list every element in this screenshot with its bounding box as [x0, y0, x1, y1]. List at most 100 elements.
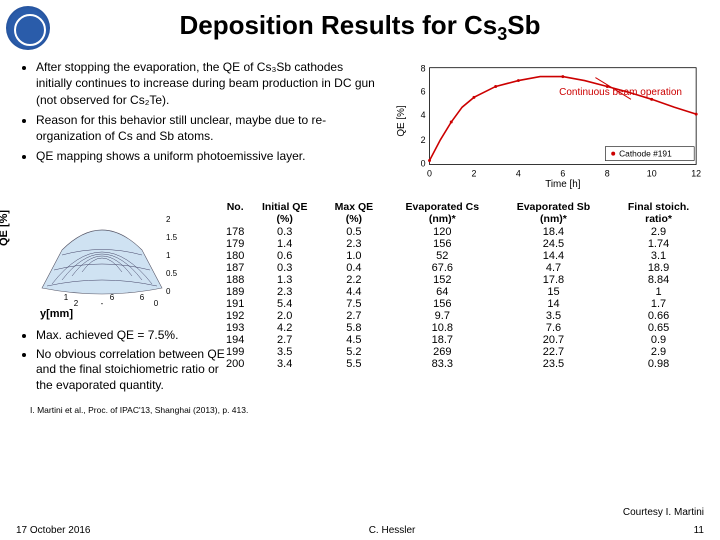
footer: 17 October 2016 C. Hessler 11: [0, 525, 720, 536]
table-cell: 156: [387, 238, 498, 250]
chart-annotation: Continuous beam operation: [559, 87, 682, 98]
table-cell: 3.5: [498, 310, 609, 322]
svg-text:2: 2: [421, 135, 426, 145]
table-cell: 3.5: [248, 346, 321, 358]
svg-text:4: 4: [516, 169, 521, 179]
svg-text:8: 8: [421, 64, 426, 74]
svg-text:0: 0: [154, 299, 159, 308]
svg-text:12: 12: [691, 169, 701, 179]
table-row: 1791.42.315624.51.74: [222, 238, 708, 250]
table-cell: 1.3: [248, 274, 321, 286]
table-cell: 52: [387, 250, 498, 262]
svg-text:2: 2: [166, 215, 171, 224]
svg-text:0: 0: [427, 169, 432, 179]
reference-text: I. Martini et al., Proc. of IPAC'13, Sha…: [30, 405, 720, 415]
table-cell: 64: [387, 286, 498, 298]
bullet-item: QE mapping shows a uniform photoemissive…: [36, 148, 382, 164]
table-row: 1892.34.464151: [222, 286, 708, 298]
title-sub: 3: [497, 24, 507, 44]
table-row: 1881.32.215217.88.84: [222, 274, 708, 286]
lower-bullets: Max. achieved QE = 7.5%. No obvious corr…: [12, 328, 232, 393]
svg-text:Cathode #191: Cathode #191: [619, 149, 672, 159]
table-cell: 2.0: [248, 310, 321, 322]
courtesy-text: Courtesy I. Martini: [623, 507, 704, 518]
table-cell: 0.98: [609, 358, 708, 370]
th: Final stoich. ratio*: [609, 200, 708, 226]
table-cell: 4.7: [498, 262, 609, 274]
table-cell: 2.3: [248, 286, 321, 298]
table-cell: 18.9: [609, 262, 708, 274]
title-suffix: Sb: [507, 10, 540, 40]
table-cell: 0.4: [321, 262, 387, 274]
table-cell: 189: [222, 286, 248, 298]
bullet-item: Max. achieved QE = 7.5%.: [36, 328, 232, 344]
footer-date: 17 October 2016: [16, 525, 91, 536]
table-cell: 1.0: [321, 250, 387, 262]
qe-surface-plot: QE [%] 2 1.5: [12, 200, 192, 310]
table-cell: 0.9: [609, 334, 708, 346]
table-cell: 180: [222, 250, 248, 262]
table-row: 1915.47.5156141.7: [222, 298, 708, 310]
surface-ylabel: QE [%]: [0, 210, 10, 246]
svg-text:Time [h]: Time [h]: [545, 179, 581, 189]
svg-text:2: 2: [74, 299, 79, 308]
table-cell: 178: [222, 226, 248, 238]
qe-data-table: No. Initial QE (%) Max QE (%) Evaporated…: [222, 200, 708, 396]
table-cell: 120: [387, 226, 498, 238]
table-cell: 3.1: [609, 250, 708, 262]
qe-time-chart: 024 681012 024 68 QE [%] Time [h]: [392, 59, 708, 194]
table-cell: 15: [498, 286, 609, 298]
svg-text:2: 2: [471, 169, 476, 179]
footer-page: 11: [694, 525, 704, 536]
table-cell: 0.6: [248, 250, 321, 262]
table-row: 1922.02.79.73.50.66: [222, 310, 708, 322]
table-cell: 24.5: [498, 238, 609, 250]
table-cell: 0.3: [248, 262, 321, 274]
table-cell: 17.8: [498, 274, 609, 286]
svg-text:0: 0: [166, 287, 171, 296]
table-cell: 1.7: [609, 298, 708, 310]
table-row: 1800.61.05214.43.1: [222, 250, 708, 262]
table-cell: 20.7: [498, 334, 609, 346]
table-cell: 9.7: [387, 310, 498, 322]
table-cell: 5.4: [248, 298, 321, 310]
table-cell: 0.66: [609, 310, 708, 322]
table-row: 1993.55.226922.72.9: [222, 346, 708, 358]
svg-text:1: 1: [166, 251, 171, 260]
th: Evaporated Sb (nm)*: [498, 200, 609, 226]
table-cell: 191: [222, 298, 248, 310]
svg-text:4: 4: [421, 110, 426, 120]
table-cell: 192: [222, 310, 248, 322]
table-cell: 269: [387, 346, 498, 358]
annotation-text: Continuous beam operation: [559, 87, 682, 98]
bullet-item: No obvious correlation between QE and th…: [36, 347, 232, 394]
table-cell: 0.5: [321, 226, 387, 238]
chart-svg: 024 681012 024 68 QE [%] Time [h]: [392, 59, 708, 189]
svg-text:10: 10: [647, 169, 657, 179]
table-cell: 3.4: [248, 358, 321, 370]
th: Initial QE (%): [248, 200, 321, 226]
table-cell: 5.5: [321, 358, 387, 370]
table-cell: 18.7: [387, 334, 498, 346]
svg-text:0: 0: [421, 159, 426, 169]
svg-text:6: 6: [421, 87, 426, 97]
table-cell: 1: [609, 286, 708, 298]
svg-text:0.5: 0.5: [166, 269, 178, 278]
table-cell: 67.6: [387, 262, 498, 274]
table-cell: 14.4: [498, 250, 609, 262]
table-cell: 14: [498, 298, 609, 310]
table-cell: 2.7: [321, 310, 387, 322]
table-cell: 152: [387, 274, 498, 286]
table-cell: 7.6: [498, 322, 609, 334]
th: Evaporated Cs (nm)*: [387, 200, 498, 226]
table-cell: 0.3: [248, 226, 321, 238]
th: No.: [222, 200, 248, 226]
table-cell: 1.74: [609, 238, 708, 250]
table-cell: 194: [222, 334, 248, 346]
svg-text:6: 6: [560, 169, 565, 179]
table-row: 2003.45.583.323.50.98: [222, 358, 708, 370]
table-cell: 7.5: [321, 298, 387, 310]
table-cell: 2.9: [609, 226, 708, 238]
th: Max QE (%): [321, 200, 387, 226]
svg-text:6: 6: [140, 293, 145, 302]
